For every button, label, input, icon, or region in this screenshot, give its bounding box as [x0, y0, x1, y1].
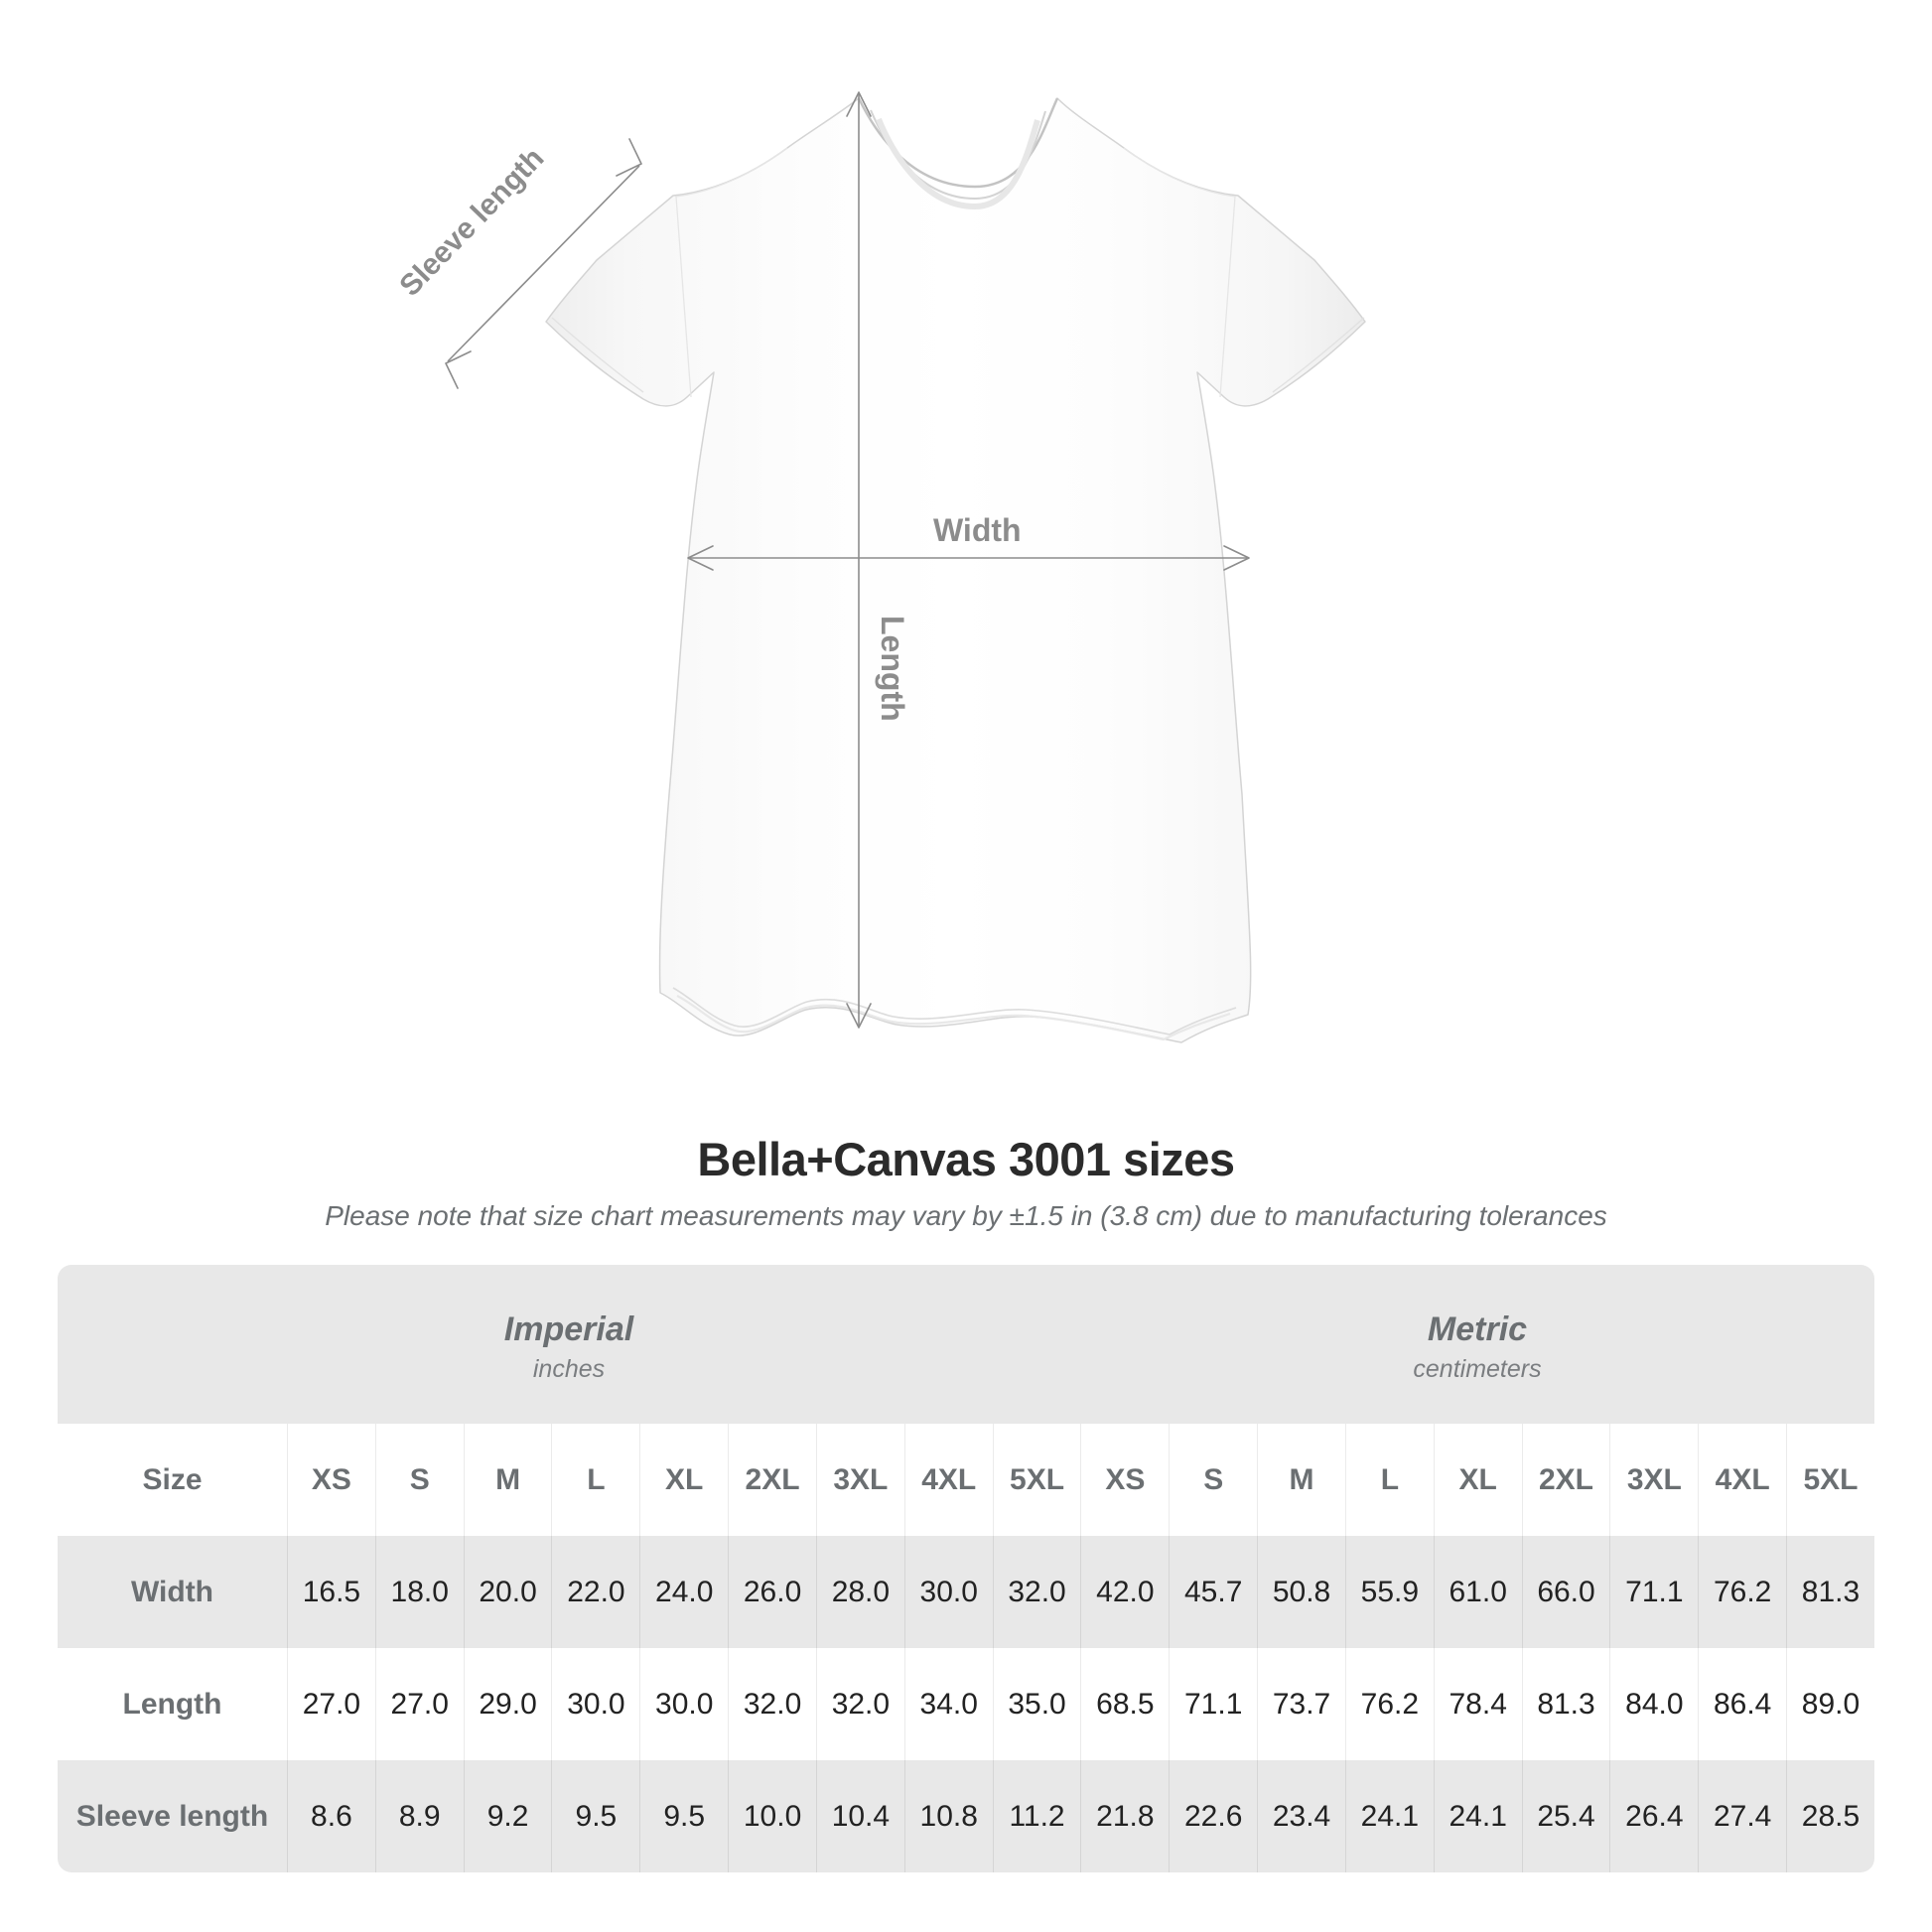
svg-text:Sleeve length: Sleeve length	[393, 142, 550, 303]
svg-text:Width: Width	[933, 512, 1022, 548]
svg-text:Length: Length	[875, 616, 910, 722]
